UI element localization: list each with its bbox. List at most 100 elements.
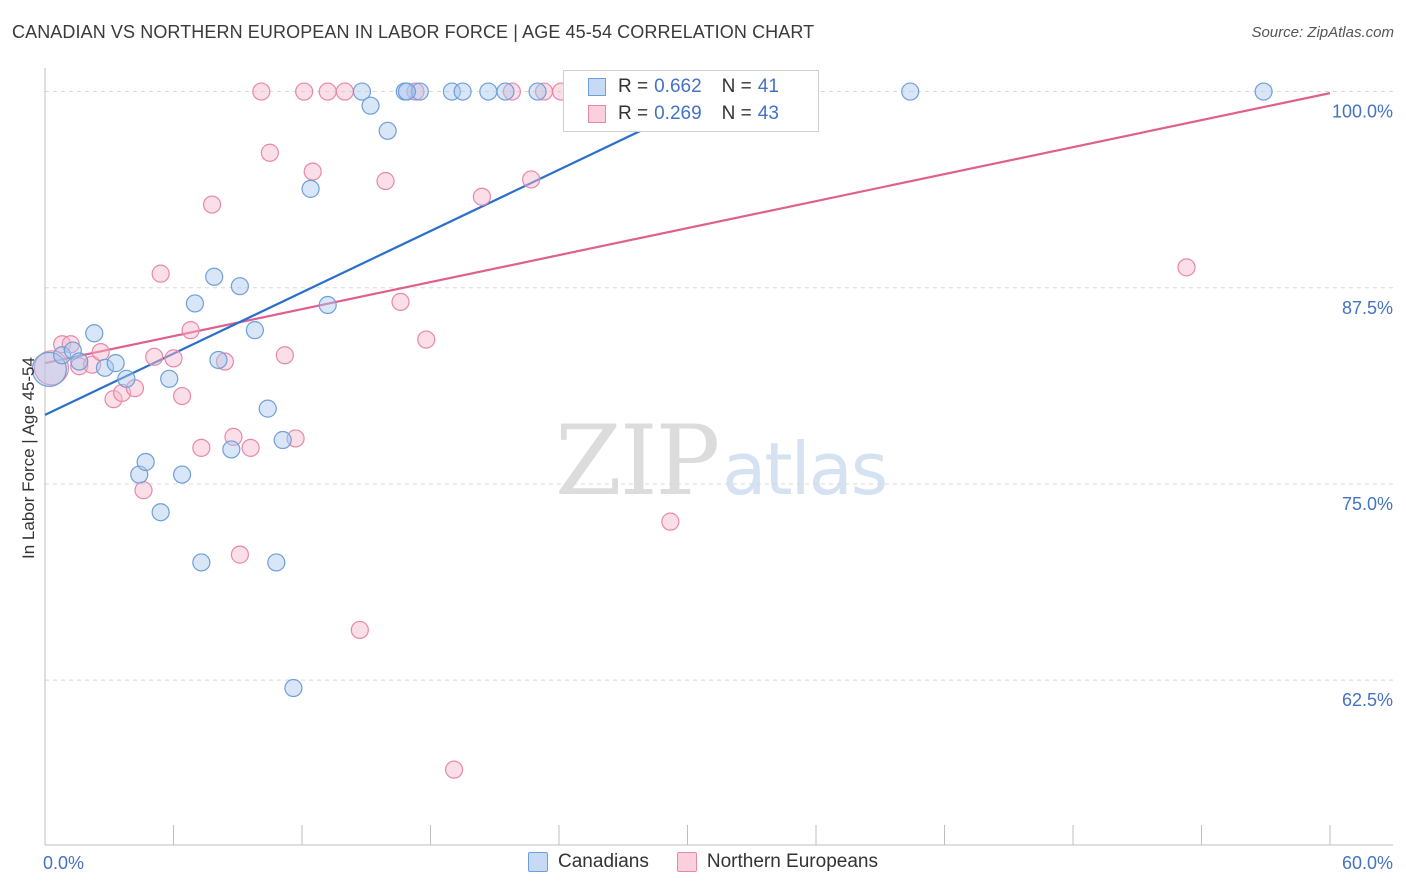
point-northern-europeans — [417, 330, 436, 349]
y-tick-label: 100.0% — [1332, 102, 1393, 122]
point-northern-europeans — [472, 187, 491, 206]
legend-label-canadians: Canadians — [558, 851, 649, 872]
point-canadians — [192, 553, 211, 572]
point-canadians — [1254, 82, 1273, 101]
point-canadians — [258, 399, 277, 418]
point-canadians — [267, 553, 286, 572]
legend-r-label: R = — [618, 76, 649, 97]
point-canadians — [222, 440, 241, 459]
point-northern-europeans — [502, 82, 521, 101]
y-tick-label: 62.5% — [1342, 690, 1393, 710]
point-northern-europeans — [391, 292, 410, 311]
point-canadians — [352, 82, 372, 101]
point-canadians — [31, 351, 67, 387]
point-canadians — [284, 678, 303, 698]
point-canadians — [528, 82, 547, 101]
point-northern-europeans — [181, 321, 200, 340]
legend-n-value: 41 — [757, 76, 779, 97]
point-northern-europeans — [350, 620, 369, 640]
point-northern-europeans — [215, 352, 234, 371]
legend-row-northern-europeans: R = 0.269 N = 43 — [588, 102, 779, 126]
legend-n-value: 43 — [757, 103, 779, 124]
legend-swatch-northern-europeans — [588, 105, 606, 123]
source-credit: Source: ZipAtlas.com — [1251, 24, 1394, 41]
points-northern-europeans — [33, 82, 1196, 779]
y-axis-title: In Labor Force | Age 45-54 — [19, 357, 38, 559]
point-canadians — [230, 277, 249, 296]
x-tick-label-min: 0.0% — [43, 853, 84, 873]
legend-swatch-northern-europeans — [676, 852, 697, 872]
y-tick-label: 87.5% — [1342, 298, 1393, 318]
point-northern-europeans — [522, 170, 541, 189]
point-northern-europeans — [318, 82, 337, 101]
point-canadians — [496, 82, 515, 101]
point-northern-europeans — [172, 386, 192, 406]
point-canadians — [453, 82, 472, 101]
y-tick-label: 75.0% — [1342, 494, 1393, 514]
axes — [44, 68, 1393, 846]
x-tick-label-max: 60.0% — [1342, 853, 1393, 873]
legend-row-canadians: R = 0.662 N = 41 — [588, 75, 779, 99]
point-canadians — [410, 82, 429, 101]
legend-label-northern-europeans: Northern Europeans — [706, 851, 878, 872]
point-canadians — [273, 430, 292, 450]
point-canadians — [901, 82, 920, 101]
point-canadians — [318, 295, 337, 315]
points-canadians — [31, 82, 1273, 698]
legend-r-value: 0.662 — [654, 76, 702, 97]
grid-lines — [45, 91, 1395, 681]
point-canadians — [136, 452, 155, 472]
legend-item-canadians[interactable]: Canadians — [528, 851, 649, 873]
point-canadians — [117, 369, 136, 388]
point-northern-europeans — [164, 349, 183, 368]
tick-labels: 62.5% 75.0% 87.5% 100.0% 0.0% 60.0% — [43, 102, 1393, 873]
series-legend: Canadians Northern Europeans — [0, 851, 1406, 873]
point-canadians — [63, 341, 82, 360]
point-canadians — [209, 350, 228, 370]
point-canadians — [205, 267, 224, 286]
chart-title: CANADIAN VS NORTHERN EUROPEAN IN LABOR F… — [12, 22, 815, 42]
point-canadians — [361, 96, 380, 115]
legend-n-label: N = — [721, 76, 752, 97]
legend-n-label: N = — [721, 103, 752, 124]
point-northern-europeans — [260, 143, 279, 162]
point-northern-europeans — [1177, 258, 1196, 277]
point-canadians — [479, 82, 498, 101]
point-canadians — [185, 294, 205, 313]
legend-r-label: R = — [618, 103, 649, 124]
point-canadians — [378, 121, 397, 140]
point-northern-europeans — [275, 346, 294, 365]
watermark: ZIPatlas — [555, 405, 888, 517]
point-northern-europeans — [192, 438, 211, 457]
point-canadians — [442, 82, 462, 101]
point-northern-europeans — [661, 512, 680, 531]
point-northern-europeans — [335, 82, 354, 101]
watermark-zip: ZIP — [555, 405, 720, 517]
point-canadians — [172, 465, 192, 484]
watermark-atlas: atlas — [722, 427, 888, 511]
point-canadians — [245, 321, 264, 340]
point-northern-europeans — [91, 343, 110, 362]
point-northern-europeans — [134, 481, 153, 500]
legend-swatch-canadians — [528, 852, 549, 872]
trend-line-northern-europeans — [44, 92, 1331, 365]
legend-item-northern-europeans[interactable]: Northern Europeans — [676, 851, 878, 873]
point-canadians — [106, 354, 125, 373]
point-canadians — [151, 503, 170, 522]
point-northern-europeans — [252, 82, 271, 101]
trend-northern-europeans — [44, 92, 1331, 365]
point-northern-europeans — [376, 171, 395, 191]
point-northern-europeans — [145, 347, 164, 366]
point-northern-europeans — [241, 438, 260, 457]
point-northern-europeans — [33, 350, 70, 386]
point-canadians — [397, 82, 417, 101]
point-northern-europeans — [303, 162, 322, 181]
point-canadians — [70, 352, 89, 371]
point-canadians — [95, 358, 115, 377]
point-canadians — [85, 324, 104, 343]
point-northern-europeans — [151, 264, 170, 283]
legend-r-value: 0.269 — [654, 103, 702, 124]
correlation-legend: R = 0.662 N = 41 R = 0.269 N = 43 — [563, 70, 819, 132]
point-canadians — [301, 179, 320, 198]
